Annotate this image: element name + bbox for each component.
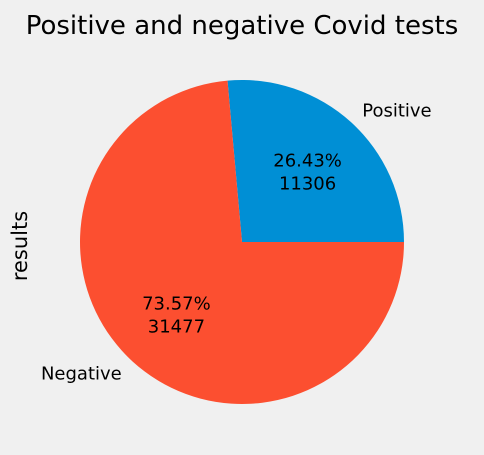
slice-value-positive: 11306 xyxy=(279,173,336,194)
slice-percent-positive: 26.43% xyxy=(273,150,342,171)
pie-slices xyxy=(79,80,404,404)
y-axis-label: results xyxy=(8,211,32,281)
pie-labels: Positive 26.43%11306 Negative 73.57%31477 xyxy=(41,100,432,384)
slice-label-negative: Negative xyxy=(41,364,122,385)
slice-percent-negative: 73.57% xyxy=(142,294,211,315)
pie-slice-negative xyxy=(79,80,404,404)
slice-label-positive: Positive xyxy=(362,100,431,121)
pie-slice-positive xyxy=(227,80,404,242)
slice-value-negative: 31477 xyxy=(148,317,205,338)
chart-title: Positive and negative Covid tests xyxy=(26,11,459,41)
